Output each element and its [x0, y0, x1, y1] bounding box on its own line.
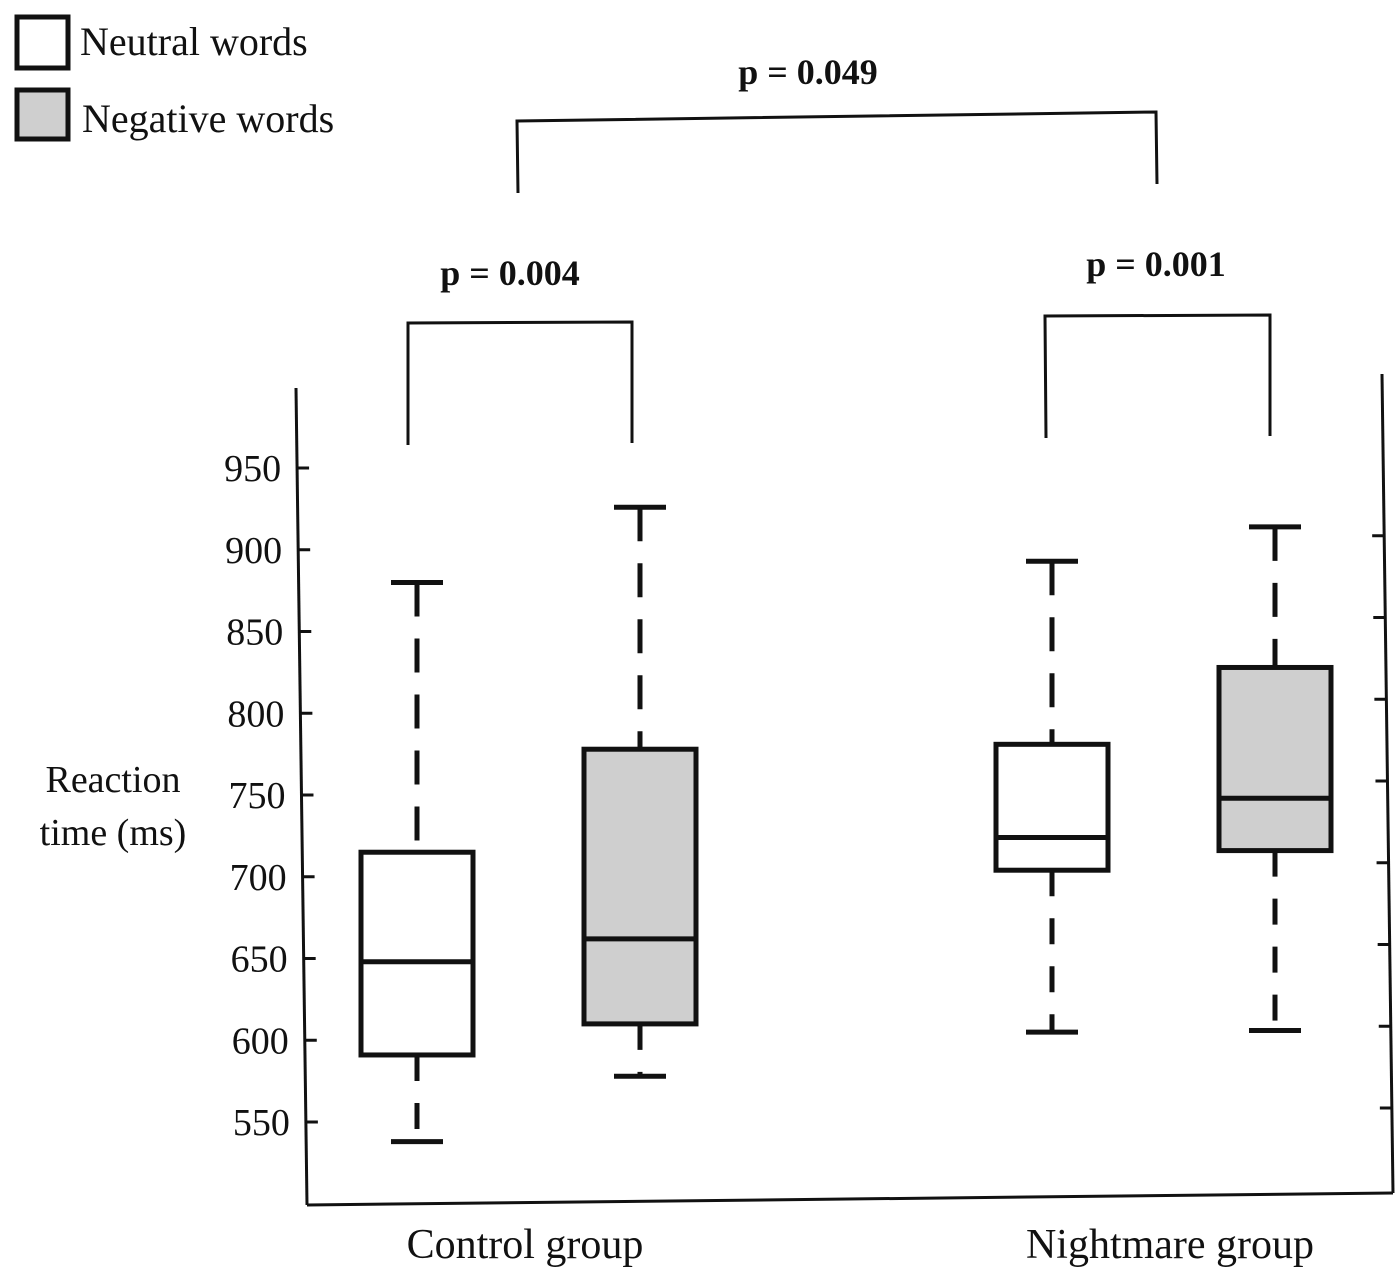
box-body-negative-control — [581, 746, 699, 1027]
legend-swatch-negative-words — [14, 87, 71, 142]
box-body-neutral-control — [358, 849, 476, 1058]
y-axis-title-line-1: Reaction — [45, 759, 180, 801]
category-label-nightmare-group: Nightmare group — [1026, 1222, 1314, 1268]
y-tick-label-650: 650 — [231, 939, 288, 981]
y-tick-label-700: 700 — [230, 857, 287, 899]
legend-swatch-neutral-words — [14, 14, 71, 71]
y-tick-label-900: 900 — [225, 530, 282, 572]
y-axis-right — [1380, 373, 1395, 1194]
box-negative-control — [581, 504, 699, 1079]
legend-label-negative-words: Negative words — [82, 96, 334, 141]
box-neutral-control — [358, 579, 476, 1145]
p-value-between-groups: p = 0.049 — [738, 52, 878, 92]
y-tick-label-800: 800 — [227, 693, 284, 735]
p-value-control-group: p = 0.004 — [440, 253, 580, 293]
x-axis — [306, 1191, 1394, 1207]
y-tick-label-750: 750 — [228, 775, 285, 817]
y-tick-label-600: 600 — [232, 1020, 289, 1062]
y-tick-label-550: 550 — [233, 1102, 290, 1144]
y-axis-title-line-2: time (ms) — [40, 812, 187, 854]
y-tick-label-950: 950 — [224, 448, 281, 490]
box-body-neutral-nightmare — [993, 741, 1111, 873]
box-neutral-nightmare — [993, 558, 1111, 1035]
p-value-nightmare-group: p = 0.001 — [1086, 244, 1226, 284]
boxes — [358, 504, 1334, 1145]
legend-label-neutral-words: Neutral words — [80, 19, 308, 64]
bracket-nightmare-group — [1043, 313, 1272, 439]
box-body-negative-nightmare — [1216, 664, 1334, 854]
y-tick-label-850: 850 — [226, 612, 283, 654]
y-ticks: 550 600 650 700 750 800 850 900 950 — [224, 448, 1392, 1144]
bracket-between-groups — [515, 110, 1159, 194]
box-negative-nightmare — [1216, 524, 1334, 1033]
significance-brackets: p = 0.004 p = 0.001 p = 0.049 — [406, 52, 1272, 445]
legend: Neutral words Negative words — [14, 14, 334, 142]
bracket-control-group — [406, 320, 634, 445]
category-label-control-group: Control group — [407, 1222, 644, 1268]
